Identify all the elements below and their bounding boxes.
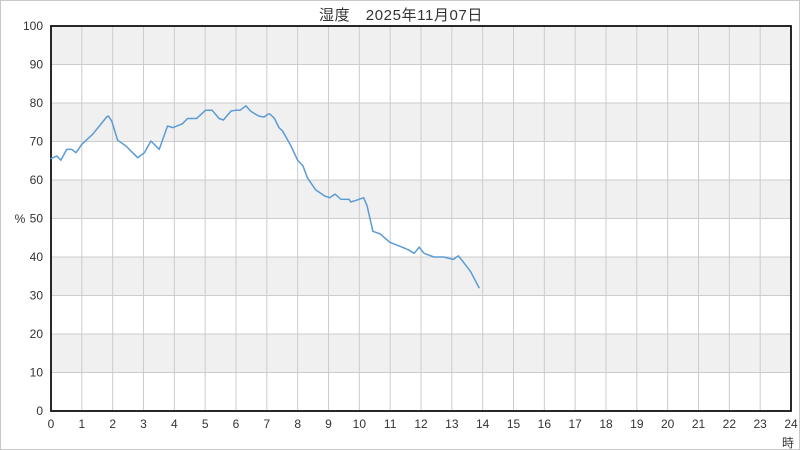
svg-text:%: % — [15, 212, 26, 226]
svg-text:5: 5 — [202, 417, 209, 431]
svg-text:20: 20 — [661, 417, 675, 431]
svg-text:70: 70 — [30, 135, 44, 149]
svg-text:6: 6 — [233, 417, 240, 431]
svg-text:21: 21 — [692, 417, 706, 431]
svg-text:15: 15 — [507, 417, 521, 431]
svg-text:12: 12 — [414, 417, 428, 431]
svg-text:7: 7 — [263, 417, 270, 431]
svg-text:3: 3 — [140, 417, 147, 431]
svg-text:4: 4 — [171, 417, 178, 431]
svg-text:80: 80 — [30, 96, 44, 110]
svg-text:11: 11 — [384, 417, 397, 431]
svg-text:40: 40 — [30, 250, 44, 264]
svg-text:0: 0 — [48, 417, 55, 431]
svg-text:23: 23 — [753, 417, 767, 431]
svg-text:50: 50 — [30, 212, 44, 226]
svg-text:16: 16 — [538, 417, 552, 431]
svg-text:0: 0 — [36, 404, 43, 418]
svg-text:90: 90 — [30, 58, 44, 72]
svg-text:24: 24 — [784, 417, 798, 431]
svg-text:14: 14 — [476, 417, 490, 431]
svg-text:17: 17 — [568, 417, 582, 431]
svg-text:22: 22 — [723, 417, 737, 431]
svg-text:30: 30 — [30, 289, 44, 303]
svg-text:時: 時 — [782, 436, 794, 450]
svg-text:1: 1 — [78, 417, 85, 431]
svg-text:100: 100 — [23, 19, 43, 33]
svg-text:60: 60 — [30, 173, 44, 187]
svg-text:13: 13 — [445, 417, 459, 431]
svg-text:9: 9 — [325, 417, 332, 431]
svg-text:8: 8 — [294, 417, 301, 431]
svg-text:20: 20 — [30, 327, 44, 341]
svg-text:10: 10 — [353, 417, 367, 431]
svg-text:2: 2 — [109, 417, 116, 431]
svg-text:18: 18 — [599, 417, 613, 431]
svg-text:19: 19 — [630, 417, 644, 431]
svg-text:10: 10 — [30, 366, 44, 380]
